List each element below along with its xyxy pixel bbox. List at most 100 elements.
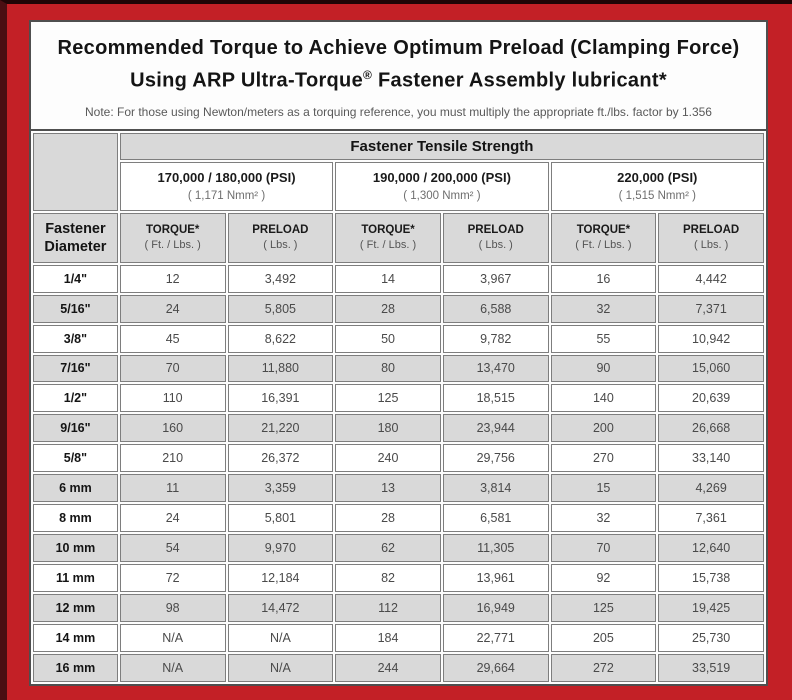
fastener-diameter-cell: 5/16" xyxy=(33,294,118,323)
torque-value-cell: 180 xyxy=(335,414,441,443)
torque-value-cell: 54 xyxy=(119,534,226,563)
preload-units: ( Lbs. ) xyxy=(263,239,298,252)
preload-value-cell: 5,801 xyxy=(227,504,334,533)
fastener-diameter-cell: 9/16" xyxy=(33,414,118,443)
preload-value-cell: 4,442 xyxy=(658,264,764,293)
torque-value-cell: 70 xyxy=(550,534,657,563)
preload-value-cell: 12,640 xyxy=(658,534,764,563)
torque-value-cell: 90 xyxy=(550,354,657,383)
torque-units: ( Ft. / Lbs. ) xyxy=(144,239,201,252)
torque-value-cell: 12 xyxy=(119,264,226,293)
note-text: Note: For those using Newton/meters as a… xyxy=(85,104,712,119)
preload-value-cell: 15,060 xyxy=(658,354,764,383)
preload-value-cell: 11,305 xyxy=(442,534,549,563)
torque-value-cell: 55 xyxy=(550,324,657,353)
tensile-strength-row: Fastener Tensile Strength xyxy=(33,132,764,211)
preload-value-cell: 33,519 xyxy=(658,654,764,682)
preload-column-header: PRELOAD ( Lbs. ) xyxy=(658,212,764,263)
table-row: 6 mm 11 3,359 13 3,814 15 4,269 xyxy=(33,474,764,503)
torque-label: TORQUE* xyxy=(145,224,200,237)
torque-value-cell: 14 xyxy=(335,264,441,293)
preload-value-cell: 15,738 xyxy=(658,564,764,593)
preload-value-cell: 26,372 xyxy=(227,444,334,473)
preload-value-cell: 25,730 xyxy=(658,624,764,653)
torque-value-cell: 32 xyxy=(550,294,657,323)
preload-value-cell: 23,944 xyxy=(442,414,549,443)
torque-value-cell: 110 xyxy=(119,384,226,413)
preload-value-cell: 16,391 xyxy=(227,384,334,413)
fastener-diameter-cell: 5/8" xyxy=(33,444,118,473)
column-header-row: Fastener Diameter TORQUE* ( Ft. / Lbs. )… xyxy=(33,212,764,263)
preload-value-cell: 22,771 xyxy=(442,624,549,653)
tensile-strength-header: Fastener Tensile Strength xyxy=(119,132,764,160)
preload-value-cell: 29,756 xyxy=(442,444,549,473)
preload-value-cell: 12,184 xyxy=(227,564,334,593)
preload-value-cell: 3,492 xyxy=(227,264,334,293)
fastener-diameter-cell: 8 mm xyxy=(33,504,118,533)
page-title-line2: Using ARP Ultra-Torque® Fastener Assembl… xyxy=(39,62,758,95)
psi-label: 190,000 / 200,000 (PSI) xyxy=(372,170,511,186)
torque-value-cell: N/A xyxy=(119,654,226,682)
fastener-diameter-cell: 16 mm xyxy=(33,654,118,682)
torque-value-cell: 270 xyxy=(550,444,657,473)
table-body: 1/4" 12 3,492 14 3,967 16 4,442 5/16" 24 5,805 28 6… xyxy=(33,264,764,682)
preload-value-cell: 20,639 xyxy=(658,384,764,413)
preload-column-header: PRELOAD ( Lbs. ) xyxy=(442,212,549,263)
preload-value-cell: 11,880 xyxy=(227,354,334,383)
torque-value-cell: 28 xyxy=(335,294,441,323)
fastener-diameter-cell: 10 mm xyxy=(33,534,118,563)
page-title-line1: Recommended Torque to Achieve Optimum Pr… xyxy=(57,37,740,59)
preload-value-cell: 19,425 xyxy=(658,594,764,623)
corner-cell xyxy=(33,132,118,211)
table-row: 10 mm 54 9,970 62 11,305 70 12,640 xyxy=(33,534,764,563)
preload-value-cell: 3,814 xyxy=(442,474,549,503)
psi-group-190-200: 190,000 / 200,000 (PSI) ( 1,300 Nmm² ) xyxy=(335,161,549,211)
torque-value-cell: 82 xyxy=(335,564,441,593)
torque-value-cell: 15 xyxy=(550,474,657,503)
psi-group-row: 170,000 / 180,000 (PSI) ( 1,171 Nmm² ) 1… xyxy=(33,161,764,211)
preload-value-cell: 9,970 xyxy=(227,534,334,563)
torque-value-cell: 24 xyxy=(119,504,226,533)
preload-value-cell: 16,949 xyxy=(442,594,549,623)
torque-value-cell: 62 xyxy=(335,534,441,563)
preload-value-cell: 10,942 xyxy=(658,324,764,353)
preload-units: ( Lbs. ) xyxy=(478,239,513,252)
fastener-diameter-cell: 12 mm xyxy=(33,594,118,623)
preload-value-cell: 33,140 xyxy=(658,444,764,473)
preload-label: PRELOAD xyxy=(467,224,524,237)
torque-value-cell: 45 xyxy=(119,324,226,353)
torque-value-cell: 24 xyxy=(119,294,226,323)
fastener-diameter-cell: 3/8" xyxy=(33,324,118,353)
table-row: 7/16" 70 11,880 80 13,470 90 15,060 xyxy=(33,354,764,383)
psi-label: 170,000 / 180,000 (PSI) xyxy=(157,170,296,186)
psi-label: 220,000 (PSI) xyxy=(617,170,698,186)
torque-value-cell: 200 xyxy=(550,414,657,443)
torque-value-cell: 125 xyxy=(335,384,441,413)
preload-value-cell: 18,515 xyxy=(442,384,549,413)
content-panel: Recommended Torque to Achieve Optimum Pr… xyxy=(29,20,768,686)
nmm-label: ( 1,300 Nmm² ) xyxy=(403,190,481,203)
preload-value-cell: N/A xyxy=(227,654,334,682)
preload-value-cell: 13,470 xyxy=(442,354,549,383)
torque-value-cell: 72 xyxy=(119,564,226,593)
preload-value-cell: 6,581 xyxy=(442,504,549,533)
fastener-diameter-cell: 7/16" xyxy=(33,354,118,383)
torque-value-cell: 210 xyxy=(119,444,226,473)
torque-value-cell: 112 xyxy=(335,594,441,623)
table-row: 3/8" 45 8,622 50 9,782 55 10,942 xyxy=(33,324,764,353)
torque-value-cell: 11 xyxy=(119,474,226,503)
table-row: 5/8" 210 26,372 240 29,756 270 33,140 xyxy=(33,444,764,473)
table-wrapper: Fastener Tensile Strength 170,000 / 180,… xyxy=(31,128,766,684)
preload-value-cell: 29,664 xyxy=(442,654,549,682)
torque-value-cell: 205 xyxy=(550,624,657,653)
preload-value-cell: 6,588 xyxy=(442,294,549,323)
table-row: 1/2" 110 16,391 125 18,515 140 20,639 xyxy=(33,384,764,413)
torque-value-cell: 244 xyxy=(335,654,441,682)
preload-label: PRELOAD xyxy=(683,224,740,237)
preload-label: PRELOAD xyxy=(252,224,309,237)
fastener-diameter-cell: 1/2" xyxy=(33,384,118,413)
preload-column-header: PRELOAD ( Lbs. ) xyxy=(227,212,334,263)
torque-label: TORQUE* xyxy=(576,224,631,237)
fastener-diameter-cell: 6 mm xyxy=(33,474,118,503)
